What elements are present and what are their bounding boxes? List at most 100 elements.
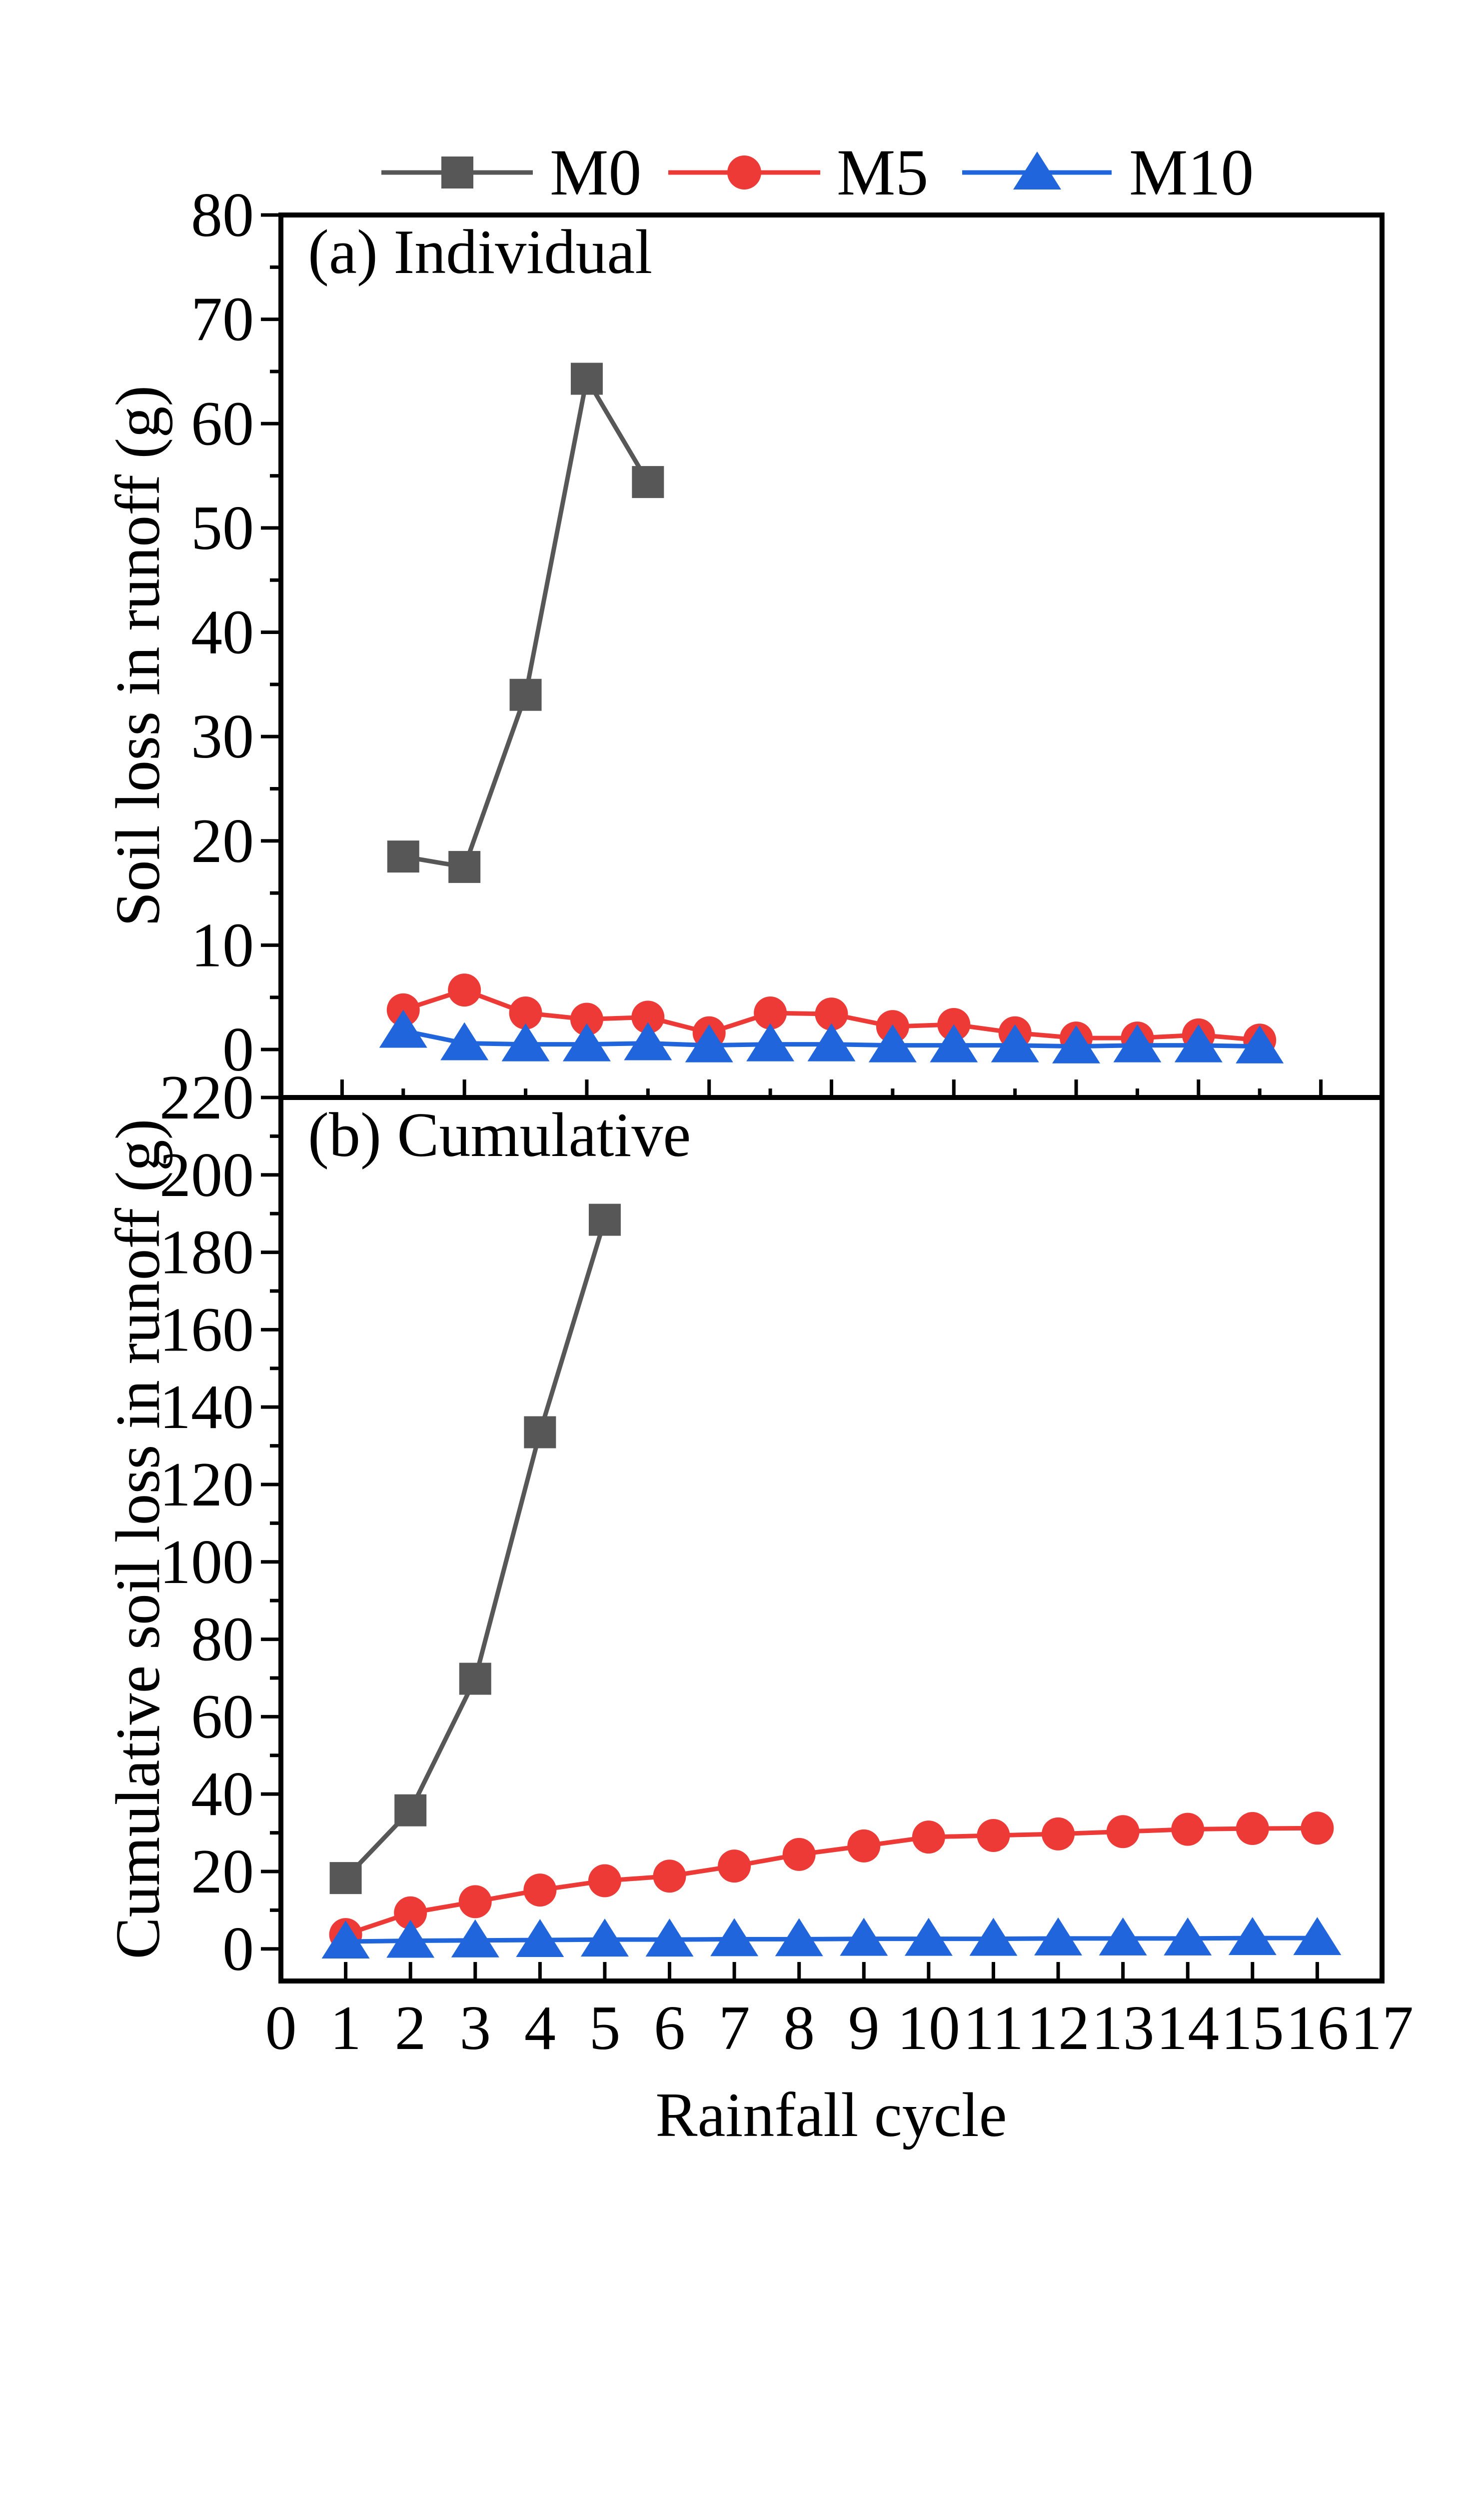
circle-marker-icon (977, 1818, 1010, 1852)
y-tick-label: 20 (191, 1837, 254, 1906)
plot-area: 0102030405060708002040608010012014016018… (159, 180, 1414, 2063)
triangle-marker-icon (969, 1918, 1018, 1956)
square-marker-icon (329, 1862, 362, 1894)
circle-marker-icon (458, 1885, 492, 1918)
series-line-m5 (345, 1826, 1318, 1937)
circle-marker-icon (1171, 1812, 1205, 1846)
circle-marker-icon (847, 1829, 881, 1862)
panel-a-group: 0 10 20 30 40 50 60 70 80 (191, 180, 1385, 1100)
y-tick-label: 0 (222, 1015, 254, 1084)
triangle-marker-icon (685, 1024, 733, 1062)
legend: M0 M5 M10 (381, 136, 1254, 209)
y-axis-title-panel-a: Soil loss in runoff (g) (103, 386, 173, 927)
circle-marker-icon (1042, 1817, 1075, 1850)
x-tick-label: 6 (654, 1994, 685, 2063)
y-tick-label: 50 (191, 494, 254, 563)
series-m0 (387, 362, 664, 883)
y-tick-label: 70 (191, 285, 254, 354)
x-tick-label: 7 (719, 1994, 750, 2063)
y-tick-label: 120 (159, 1450, 254, 1520)
circle-marker-icon (815, 998, 848, 1031)
x-tick-label: 16 (1286, 1994, 1349, 2063)
triangle-marker-icon (562, 1023, 611, 1062)
series-line-m0 (403, 372, 650, 870)
triangle-marker-icon (1228, 1917, 1277, 1956)
series-m10 (379, 1010, 1284, 1064)
x-tick-label: 13 (1092, 1994, 1155, 2063)
triangle-marker-icon (386, 1920, 435, 1958)
square-marker-icon (387, 840, 419, 873)
triangle-marker-icon (991, 1024, 1039, 1062)
square-marker-icon (570, 362, 603, 395)
y-tick-label: 30 (191, 702, 254, 772)
triangle-marker-icon (451, 1919, 499, 1958)
legend-square-marker-icon (441, 156, 473, 188)
triangle-marker-icon (440, 1022, 489, 1060)
x-tick-label: 4 (524, 1994, 556, 2063)
legend-label-m5: M5 (837, 136, 928, 209)
y-tick-label: 220 (159, 1063, 254, 1132)
x-tick-label: 12 (1027, 1994, 1090, 2063)
y-tick-label: 180 (159, 1218, 254, 1288)
triangle-marker-icon (580, 1918, 629, 1957)
y-tick-label: 100 (159, 1528, 254, 1597)
circle-marker-icon (1301, 1812, 1334, 1845)
triangle-marker-icon (1174, 1024, 1223, 1062)
y-tick-label: 60 (191, 1682, 254, 1752)
y-tick-label: 40 (191, 1760, 254, 1829)
x-tick-label: 0 (265, 1994, 297, 2063)
series-m10 (321, 1917, 1342, 1959)
legend-item-m5: M5 (668, 136, 928, 209)
panel-a-border (278, 212, 1385, 1100)
triangle-marker-icon (1034, 1917, 1083, 1956)
x-tick-label: 17 (1351, 1994, 1414, 2063)
triangle-marker-icon (1164, 1917, 1212, 1956)
y-tick-label: 40 (191, 598, 254, 668)
square-marker-icon (448, 850, 481, 883)
circle-marker-icon (754, 996, 787, 1030)
triangle-marker-icon (775, 1918, 823, 1956)
y-tick-label: 0 (222, 1914, 254, 1984)
triangle-marker-icon (379, 1010, 427, 1048)
legend-item-m10: M10 (962, 136, 1254, 209)
y-tick-label: 20 (191, 806, 254, 876)
x-tick-label: 10 (897, 1994, 960, 2063)
triangle-marker-icon (1236, 1025, 1284, 1064)
y-tick-label: 60 (191, 389, 254, 458)
x-tick-label: 15 (1221, 1994, 1284, 2063)
x-tick-label: 9 (848, 1994, 880, 2063)
circle-marker-icon (1106, 1815, 1140, 1848)
x-tick-label: 5 (589, 1994, 620, 2063)
legend-item-m0: M0 (381, 136, 641, 209)
circle-marker-icon (588, 1864, 621, 1898)
circle-marker-icon (653, 1860, 686, 1893)
legend-label-m0: M0 (550, 136, 641, 209)
triangle-marker-icon (904, 1918, 953, 1956)
series-m5 (329, 1812, 1334, 1952)
circle-marker-icon (782, 1838, 816, 1871)
triangle-marker-icon (930, 1024, 978, 1062)
panel-b-border (278, 1095, 1385, 1984)
triangle-marker-icon (321, 1920, 370, 1959)
triangle-marker-icon (645, 1918, 694, 1957)
x-tick-label: 1 (330, 1994, 361, 2063)
circle-marker-icon (509, 996, 542, 1030)
x-tick-label: 3 (459, 1994, 491, 2063)
y-tick-label: 160 (159, 1295, 254, 1364)
legend-label-m10: M10 (1129, 136, 1254, 209)
square-marker-icon (524, 1416, 556, 1448)
triangle-marker-icon (710, 1918, 759, 1956)
square-marker-icon (588, 1204, 621, 1236)
circle-marker-icon (631, 1000, 665, 1034)
triangle-marker-icon (516, 1918, 564, 1957)
y-tick-label: 80 (191, 1605, 254, 1674)
triangle-marker-icon (840, 1918, 888, 1956)
x-tick-label: 2 (395, 1994, 426, 2063)
circle-marker-icon (718, 1850, 751, 1883)
y-tick-label: 200 (159, 1140, 254, 1210)
series-line-m0 (344, 1219, 607, 1880)
y-tick-label: 140 (159, 1372, 254, 1442)
